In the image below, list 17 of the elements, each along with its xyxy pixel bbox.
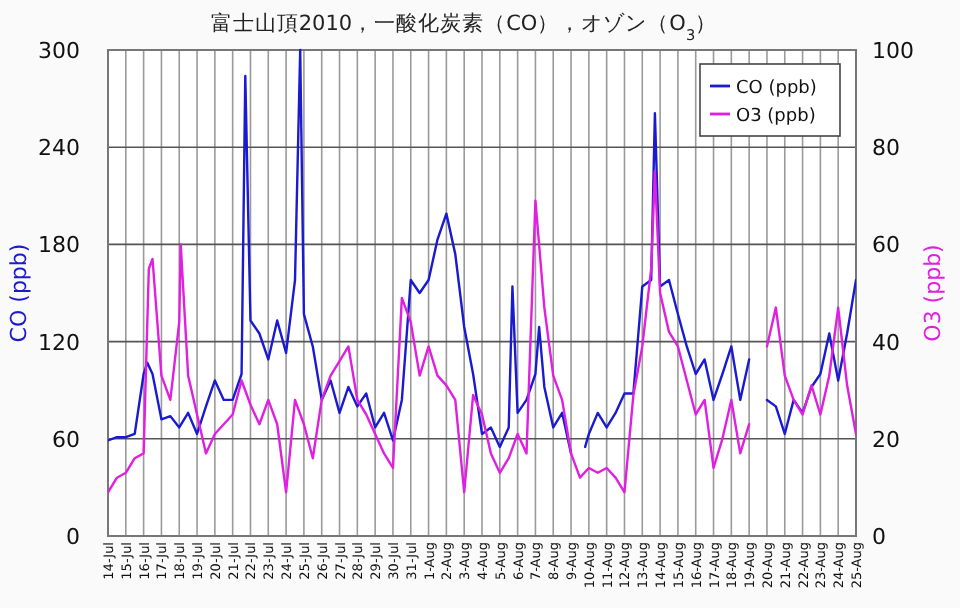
y-tick-label: 240 bbox=[38, 135, 80, 162]
y-tick-label: 120 bbox=[38, 329, 80, 356]
y2-axis-title: O3 (ppb) bbox=[920, 244, 946, 342]
y2-tick-label: 20 bbox=[872, 426, 900, 453]
y2-tick-label: 60 bbox=[872, 232, 900, 259]
y-axis-title: CO (ppb) bbox=[6, 243, 32, 343]
y-tick-label: 0 bbox=[66, 524, 80, 550]
y-tick-label: 60 bbox=[52, 426, 80, 453]
y2-tick-label: 0 bbox=[872, 524, 886, 550]
y2-tick-label: 100 bbox=[872, 38, 914, 64]
legend-label: O3 (ppb) bbox=[736, 107, 816, 127]
y2-tick-label: 80 bbox=[872, 135, 900, 162]
legend-label: CO (ppb) bbox=[736, 79, 817, 99]
y2-tick-label: 40 bbox=[872, 329, 900, 356]
chart-title: 富士山頂2010，一酸化炭素（CO），オゾン（O$_{3}$） bbox=[210, 10, 718, 43]
y-tick-label: 180 bbox=[38, 232, 80, 259]
y-tick-label: 300 bbox=[38, 38, 80, 64]
